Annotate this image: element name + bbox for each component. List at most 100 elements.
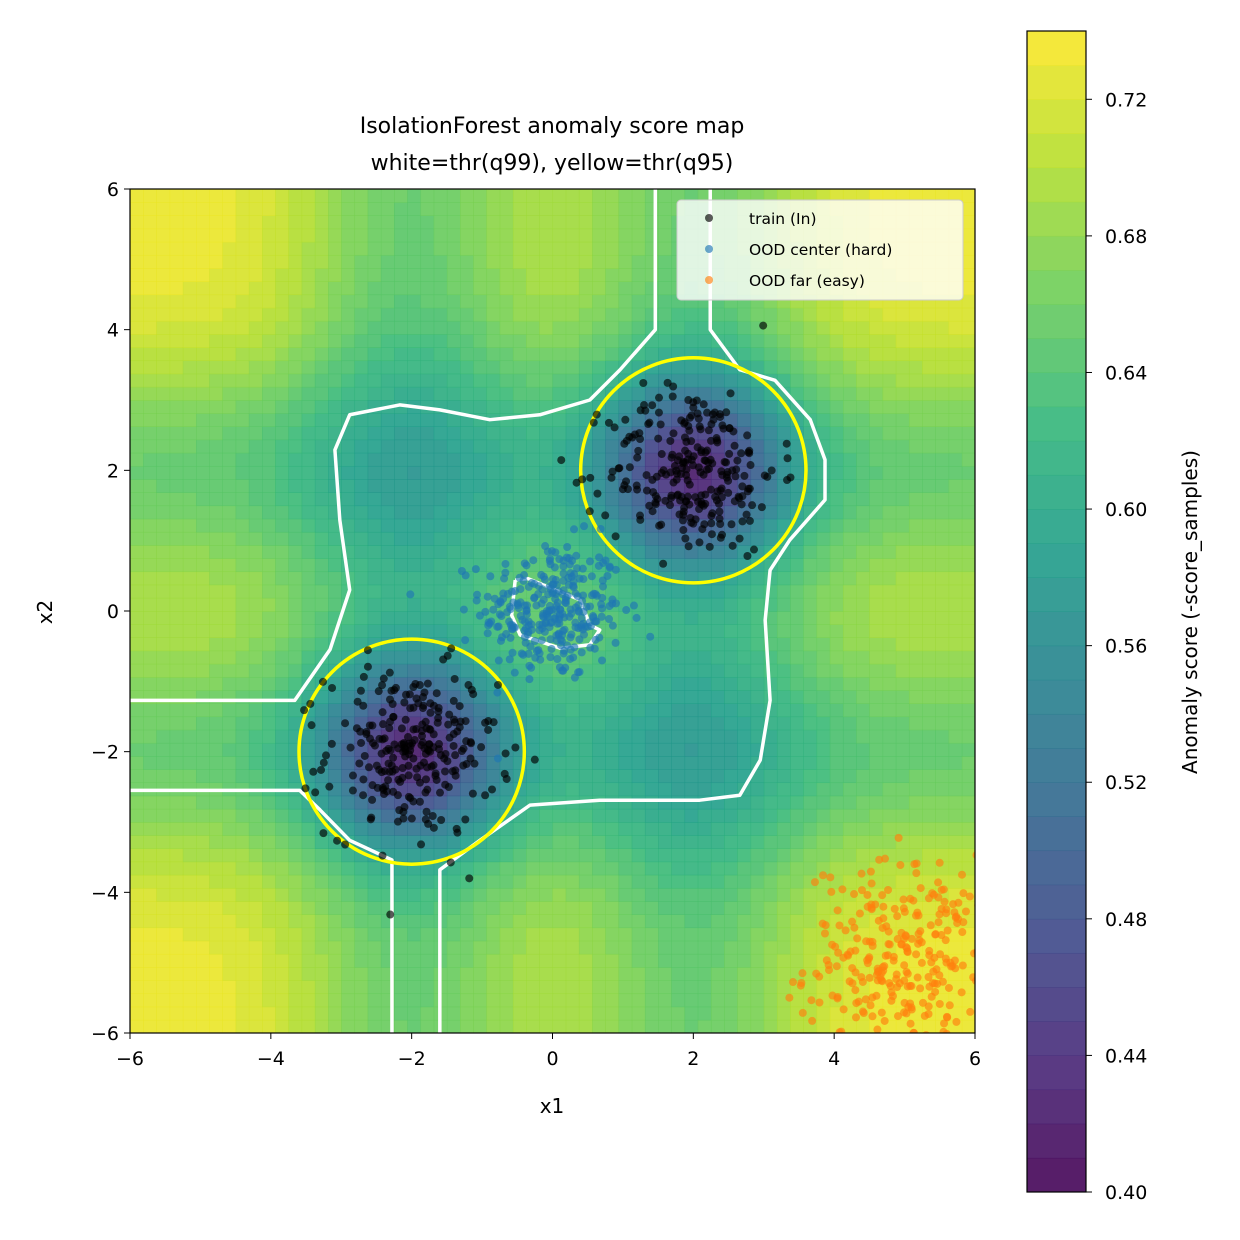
heatmap-cell xyxy=(578,967,593,981)
data-point xyxy=(782,439,791,448)
heatmap-cell xyxy=(552,690,567,704)
heatmap-cell xyxy=(842,874,857,889)
heatmap-cell xyxy=(301,742,316,757)
heatmap-cell xyxy=(922,927,936,942)
data-point xyxy=(573,564,582,573)
heatmap-cell xyxy=(776,347,791,362)
heatmap-cell xyxy=(829,716,844,731)
heatmap-cell xyxy=(420,307,435,322)
heatmap-cell xyxy=(592,320,606,335)
heatmap-cell xyxy=(908,650,923,665)
heatmap-cell xyxy=(473,637,488,652)
heatmap-cell xyxy=(816,373,831,388)
heatmap-cell xyxy=(394,189,408,203)
heatmap-cell xyxy=(618,914,633,929)
heatmap-cell xyxy=(750,703,765,718)
data-point xyxy=(366,815,375,824)
heatmap-cell xyxy=(935,452,950,467)
data-point xyxy=(906,1019,915,1028)
heatmap-cell xyxy=(433,611,448,625)
heatmap-cell xyxy=(222,558,237,573)
data-point xyxy=(850,1038,858,1046)
heatmap-cell xyxy=(658,980,672,995)
data-point xyxy=(525,661,534,670)
heatmap-cell xyxy=(314,571,329,586)
heatmap-cell xyxy=(328,795,342,810)
heatmap-cell xyxy=(512,479,527,493)
heatmap-cell xyxy=(460,584,474,599)
heatmap-cell xyxy=(842,1019,857,1033)
heatmap-cell xyxy=(394,307,408,322)
heatmap-cell xyxy=(499,202,514,216)
heatmap-cell xyxy=(842,835,857,849)
heatmap-cell xyxy=(592,386,606,401)
heatmap-cell xyxy=(196,241,210,256)
heatmap-cell xyxy=(842,518,857,533)
heatmap-cell xyxy=(750,980,765,995)
heatmap-cell xyxy=(895,386,910,401)
heatmap-cell xyxy=(143,611,158,625)
heatmap-cell xyxy=(262,887,276,902)
heatmap-cell xyxy=(658,650,672,665)
heatmap-cell xyxy=(776,822,791,836)
heatmap-cell xyxy=(314,386,329,401)
data-point xyxy=(954,898,963,907)
heatmap-cell xyxy=(486,320,501,335)
heatmap-cell xyxy=(222,281,237,296)
heatmap-cell xyxy=(499,320,514,335)
heatmap-cell xyxy=(143,465,158,480)
heatmap-cell xyxy=(328,887,342,902)
data-point xyxy=(897,940,906,949)
heatmap-cell xyxy=(961,215,975,230)
data-point xyxy=(972,851,975,859)
heatmap-cell xyxy=(605,492,620,507)
heatmap-cell xyxy=(380,294,395,309)
data-point xyxy=(530,755,539,764)
data-point xyxy=(488,785,497,794)
heatmap-cell xyxy=(776,611,791,625)
heatmap-cell xyxy=(328,769,342,784)
heatmap-cell xyxy=(684,360,699,375)
heatmap-cell xyxy=(882,334,897,348)
heatmap-cell xyxy=(380,281,395,296)
heatmap-cell xyxy=(512,189,527,203)
heatmap-cell xyxy=(816,597,831,612)
heatmap-cell xyxy=(578,756,593,770)
heatmap-cell xyxy=(882,465,897,480)
heatmap-cell xyxy=(908,571,923,586)
heatmap-cell xyxy=(935,835,950,849)
heatmap-cell xyxy=(367,465,382,480)
heatmap-cell xyxy=(552,769,567,784)
heatmap-cell xyxy=(565,334,580,348)
heatmap-cell xyxy=(697,782,712,797)
heatmap-cell xyxy=(618,663,633,678)
heatmap-cell xyxy=(341,307,356,322)
heatmap-cell xyxy=(301,967,316,981)
heatmap-cell xyxy=(882,518,897,533)
heatmap-cell xyxy=(737,1006,752,1021)
heatmap-cell xyxy=(671,716,686,731)
heatmap-cell xyxy=(539,874,554,889)
heatmap-cell xyxy=(407,189,422,203)
data-point xyxy=(942,1029,951,1033)
heatmap-cell xyxy=(209,901,224,915)
heatmap-cell xyxy=(803,347,818,362)
heatmap-cell xyxy=(222,386,237,401)
heatmap-cell xyxy=(948,413,963,427)
heatmap-cell xyxy=(684,624,699,638)
heatmap-cell xyxy=(882,822,897,836)
heatmap-cell xyxy=(143,584,158,599)
data-point xyxy=(536,655,545,664)
heatmap-cell xyxy=(922,439,936,454)
heatmap-cell xyxy=(803,782,818,797)
heatmap-cell xyxy=(169,479,184,493)
heatmap-cell xyxy=(631,703,646,718)
heatmap-cell xyxy=(750,690,765,704)
heatmap-cell xyxy=(922,307,936,322)
heatmap-cell xyxy=(697,320,712,335)
heatmap-cell xyxy=(235,320,250,335)
heatmap-cell xyxy=(354,518,369,533)
heatmap-cell xyxy=(684,676,699,691)
data-point xyxy=(608,467,617,476)
heatmap-cell xyxy=(776,413,791,427)
